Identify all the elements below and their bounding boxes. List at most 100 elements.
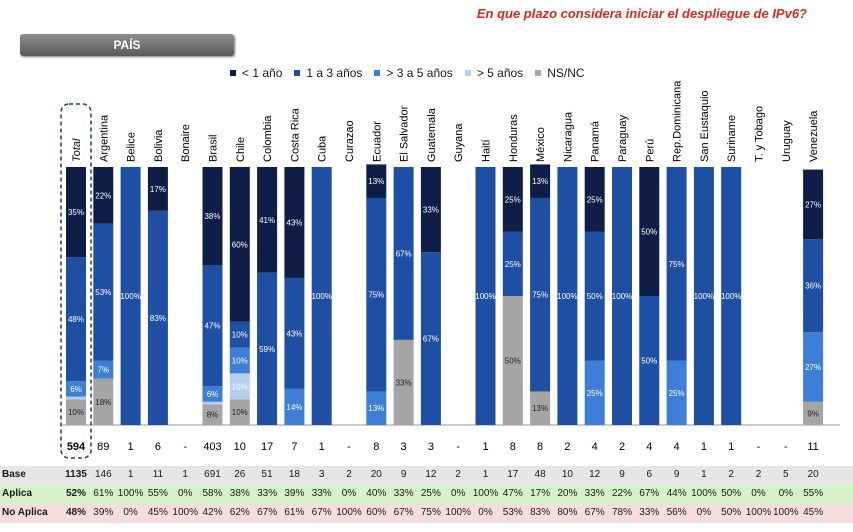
bar-segment	[66, 381, 86, 397]
n-label: 1	[482, 441, 488, 453]
table-cell: 47%	[502, 488, 523, 499]
n-label: -	[784, 441, 788, 453]
bar-segment	[311, 167, 332, 425]
data-label: 6%	[70, 385, 82, 394]
data-label: 43%	[286, 218, 302, 227]
data-label: 10%	[232, 357, 248, 366]
n-label: 8	[510, 441, 516, 453]
table-cell: 9	[619, 469, 625, 480]
legend: < 1 año 1 a 3 años > 3 a 5 años > 5 años…	[230, 66, 585, 80]
bar-segment	[229, 399, 250, 425]
table-cell: 12	[425, 469, 437, 480]
data-label: 13%	[532, 177, 548, 186]
table-cell: 1	[182, 469, 188, 480]
n-label: 1	[319, 441, 325, 453]
bar-segment	[584, 231, 605, 361]
table-cell: 11	[152, 469, 164, 480]
bar-segment	[502, 231, 523, 296]
data-label: 100%	[311, 292, 331, 301]
bar-segment	[803, 332, 824, 402]
bar-segment	[202, 404, 223, 425]
data-label: 83%	[150, 314, 166, 323]
category-label: Curazao	[344, 120, 356, 162]
row-label: Base	[2, 469, 26, 480]
table-row: Aplica 52% 61% 100% 55% 0% 58% 38% 33% 39% 33% 0% 40…	[0, 485, 853, 504]
table-cell: 58%	[202, 488, 223, 499]
legend-item-1to3: 1 a 3 años	[294, 66, 362, 80]
table-cell: 26	[234, 469, 246, 480]
data-label: 50%	[505, 357, 521, 366]
n-label: -	[183, 441, 187, 453]
category-label: T. y Tobago	[754, 106, 766, 162]
table-cell: 67%	[393, 507, 414, 518]
table-cell: 17	[507, 469, 519, 480]
data-label: 100%	[120, 292, 140, 301]
bar-segment	[639, 167, 660, 296]
bar-segment	[284, 277, 305, 389]
bar-segment	[257, 272, 278, 425]
data-label: 8%	[207, 411, 219, 420]
table-cell: 33%	[311, 488, 332, 499]
data-label: 47%	[204, 322, 220, 331]
bar-segment	[366, 391, 387, 425]
n-label: 10	[234, 441, 246, 453]
category-label: Argentina	[98, 114, 110, 162]
table-cell: 5	[783, 469, 789, 480]
data-label: 100%	[475, 292, 495, 301]
bar-segment	[93, 378, 114, 425]
table-cell: 56%	[666, 507, 687, 518]
data-label: 17%	[150, 185, 166, 194]
bar-segment	[202, 265, 223, 387]
table-cell: 0%	[123, 507, 138, 518]
table-cell: 0%	[696, 507, 712, 518]
table-cell: 61%	[284, 507, 305, 518]
n-label: 4	[646, 441, 652, 453]
data-label: 43%	[286, 329, 302, 338]
table-cell: 33%	[584, 488, 605, 499]
table-row: Base 1135 146 1 11 1 691 26 51 18 3 2 20 9 12 2 1 17 48 10 1…	[0, 466, 853, 485]
category-label: Perú	[644, 139, 656, 162]
table-cell: 0%	[478, 507, 493, 518]
data-label: 33%	[396, 378, 412, 387]
data-label: 60%	[232, 240, 248, 249]
bar-segment	[229, 347, 250, 374]
table-cell: 100%	[773, 507, 799, 518]
data-label: 50%	[641, 228, 657, 237]
bar-segment	[666, 360, 687, 425]
table-cell: 42%	[202, 507, 223, 518]
category-label: Bolivia	[153, 129, 165, 162]
legend-item-3to5: > 3 a 5 años	[374, 66, 453, 80]
table-cell: 2	[455, 469, 461, 480]
table-cell: 39%	[93, 507, 114, 518]
bar-segment	[803, 169, 824, 240]
data-label: 67%	[396, 249, 412, 258]
row-label: No Aplica	[2, 507, 48, 518]
data-label: 100%	[721, 292, 741, 301]
table-cell: 50%	[721, 488, 742, 499]
category-label: Chile	[235, 137, 247, 162]
legend-item-nsnc: NS/NC	[535, 66, 585, 80]
category-label: Honduras	[508, 114, 520, 162]
data-label: 27%	[805, 200, 821, 209]
table-cell: 2	[755, 469, 762, 480]
legend-item-gt5: > 5 años	[464, 66, 523, 80]
n-label: 6	[155, 441, 161, 453]
table-cell: 1	[701, 469, 707, 480]
table-cell: 33%	[639, 507, 660, 518]
n-label: 594	[67, 441, 86, 453]
table-cell: 0%	[341, 488, 357, 499]
bar-segment	[66, 257, 86, 382]
bar-segment	[502, 167, 523, 232]
data-label: 6%	[207, 390, 219, 399]
bar-segment	[666, 167, 687, 361]
bar-segment	[120, 167, 141, 425]
data-label: 50%	[641, 357, 657, 366]
table-cell: 48%	[65, 507, 86, 518]
table-cell: 50%	[721, 507, 742, 518]
category-label: Panamá	[590, 120, 602, 162]
table-cell: 75%	[420, 507, 441, 518]
category-label: Brasil	[208, 134, 220, 162]
data-label: 67%	[423, 335, 439, 344]
n-label: 1	[728, 441, 734, 453]
table-cell: 1135	[65, 469, 87, 480]
